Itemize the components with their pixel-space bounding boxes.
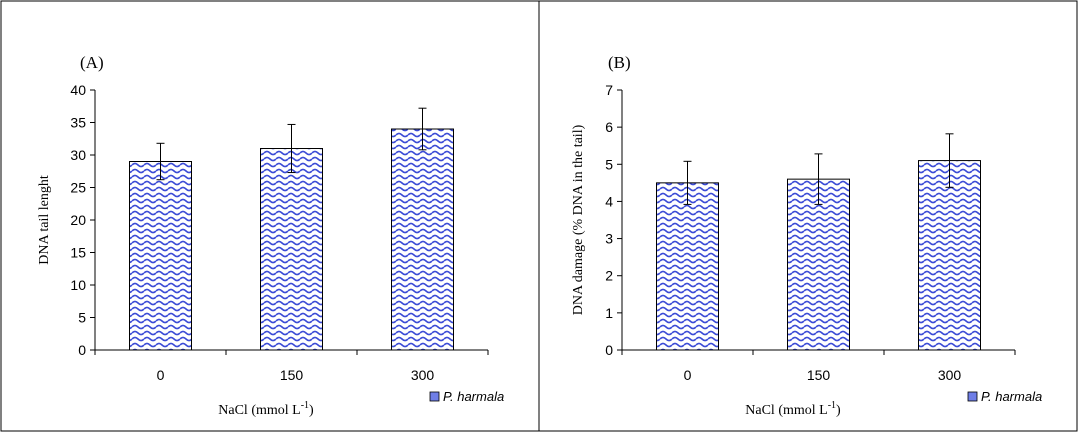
- x-tick-label: 0: [157, 367, 165, 383]
- y-tick-label: 2: [605, 268, 613, 284]
- x-axis-title-superscript: -1: [301, 400, 309, 411]
- legend-label: P. harmala: [981, 389, 1042, 404]
- x-axis-title-main: NaCl (mmol L: [218, 403, 300, 418]
- x-axis-title: NaCl (mmol L-1): [218, 400, 314, 418]
- y-tick-label: 7: [605, 82, 613, 98]
- x-axis-title-superscript: -1: [828, 400, 836, 411]
- y-tick-label: 0: [78, 342, 86, 358]
- y-tick-label: 20: [70, 212, 86, 228]
- x-tick-label: 150: [280, 367, 304, 383]
- bar: [656, 182, 719, 351]
- legend-swatch: [429, 391, 440, 402]
- bar: [260, 148, 323, 351]
- y-axis-title: DNA damage (% DNA in the tail): [571, 124, 586, 315]
- x-axis-title: NaCl (mmol L-1): [745, 400, 841, 418]
- y-tick-label: 6: [605, 119, 613, 135]
- y-tick-label: 5: [605, 156, 613, 172]
- y-tick-label: 0: [605, 342, 613, 358]
- x-axis-title-close: ): [309, 403, 314, 418]
- legend-label: P. harmala: [443, 389, 504, 404]
- x-tick-label: 300: [411, 367, 435, 383]
- x-axis-title-main: NaCl (mmol L: [745, 403, 827, 418]
- y-tick-label: 35: [70, 115, 86, 131]
- bar: [391, 128, 454, 351]
- y-tick-label: 3: [605, 231, 613, 247]
- bar: [787, 178, 850, 351]
- x-tick-label: 150: [807, 367, 831, 383]
- panel-a: (A) 0 5 10 15 20 25 30 35 40 0 150 300 DNA tail lengh…: [37, 53, 504, 418]
- y-tick-label: 15: [70, 245, 86, 261]
- panel-b-frame: [538, 0, 1078, 432]
- y-tick-label: 25: [70, 180, 86, 196]
- panel-b: (B) 0 1 2 3 4 5 6 7 0 150 300 DNA damage (% DNA in t…: [571, 53, 1042, 418]
- y-tick-label: 10: [70, 277, 86, 293]
- x-tick-label: 0: [684, 367, 692, 383]
- y-tick-label: 5: [78, 310, 86, 326]
- bar: [129, 161, 192, 351]
- y-tick-label: 1: [605, 305, 613, 321]
- y-tick-label: 30: [70, 147, 86, 163]
- legend-swatch: [967, 391, 978, 402]
- bar: [918, 160, 981, 351]
- panel-label: (B): [608, 53, 631, 72]
- x-axis-title-close: ): [836, 403, 841, 418]
- y-tick-label: 40: [70, 82, 86, 98]
- y-axis-title: DNA tail lenght: [37, 175, 52, 265]
- panel-label: (A): [80, 53, 104, 72]
- y-tick-label: 4: [605, 193, 613, 209]
- x-tick-label: 300: [938, 367, 962, 383]
